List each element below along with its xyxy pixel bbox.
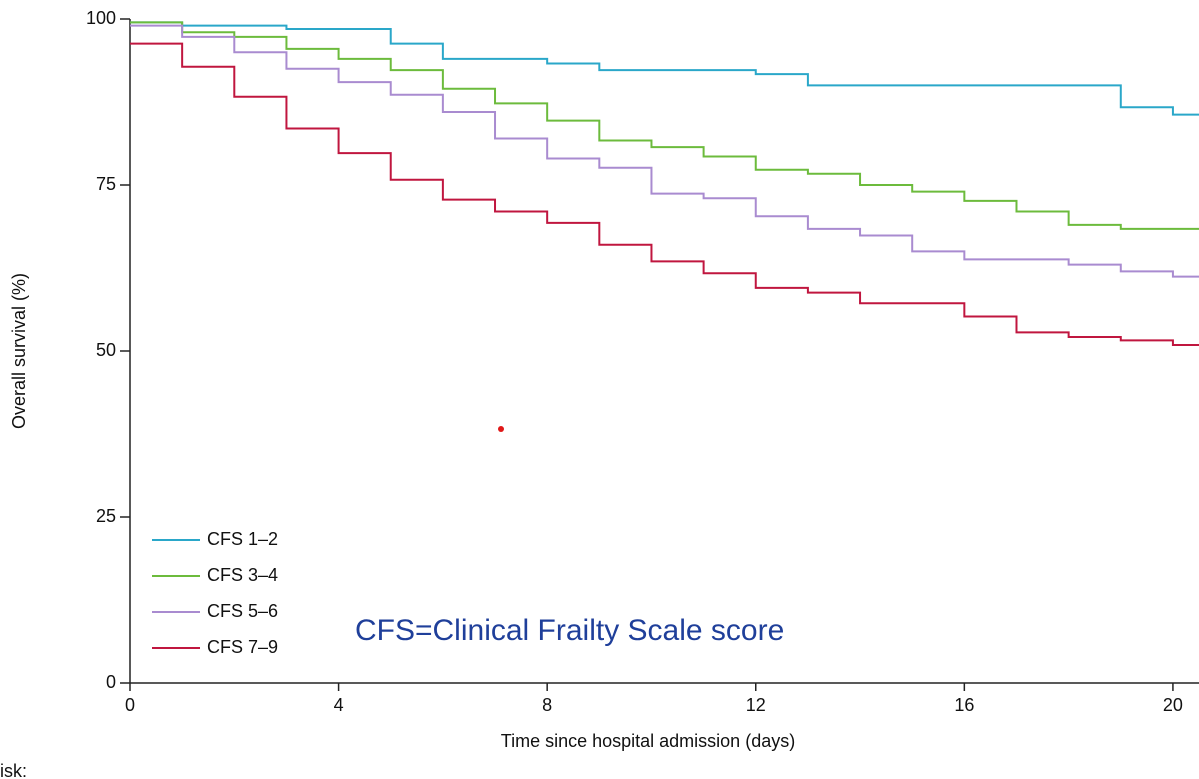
x-tick-label: 12	[746, 695, 766, 715]
x-tick-label: 20	[1163, 695, 1183, 715]
x-tick-label: 8	[542, 695, 552, 715]
x-tick-label: 0	[125, 695, 135, 715]
stray-dot	[498, 426, 504, 432]
survival-curve	[130, 42, 1199, 347]
legend-label: CFS 3–4	[207, 565, 278, 585]
y-tick-label: 75	[96, 174, 116, 194]
legend-label: CFS 1–2	[207, 529, 278, 549]
survival-curve	[130, 21, 1199, 116]
y-tick-label: 25	[96, 506, 116, 526]
legend-label: CFS 5–6	[207, 601, 278, 621]
y-tick-label: 50	[96, 340, 116, 360]
annotation: CFS=Clinical Frailty Scale score	[355, 614, 784, 647]
x-axis-label: Time since hospital admission (days)	[501, 731, 795, 751]
footer-text: risk:	[0, 761, 27, 779]
y-tick-label: 100	[86, 8, 116, 28]
survival-curve	[130, 24, 1199, 278]
y-axis-label: Overall survival (%)	[9, 273, 29, 429]
y-tick-label: 0	[106, 672, 116, 692]
x-tick-label: 16	[954, 695, 974, 715]
legend-label: CFS 7–9	[207, 637, 278, 657]
survival-curve	[130, 21, 1199, 230]
x-tick-label: 4	[334, 695, 344, 715]
